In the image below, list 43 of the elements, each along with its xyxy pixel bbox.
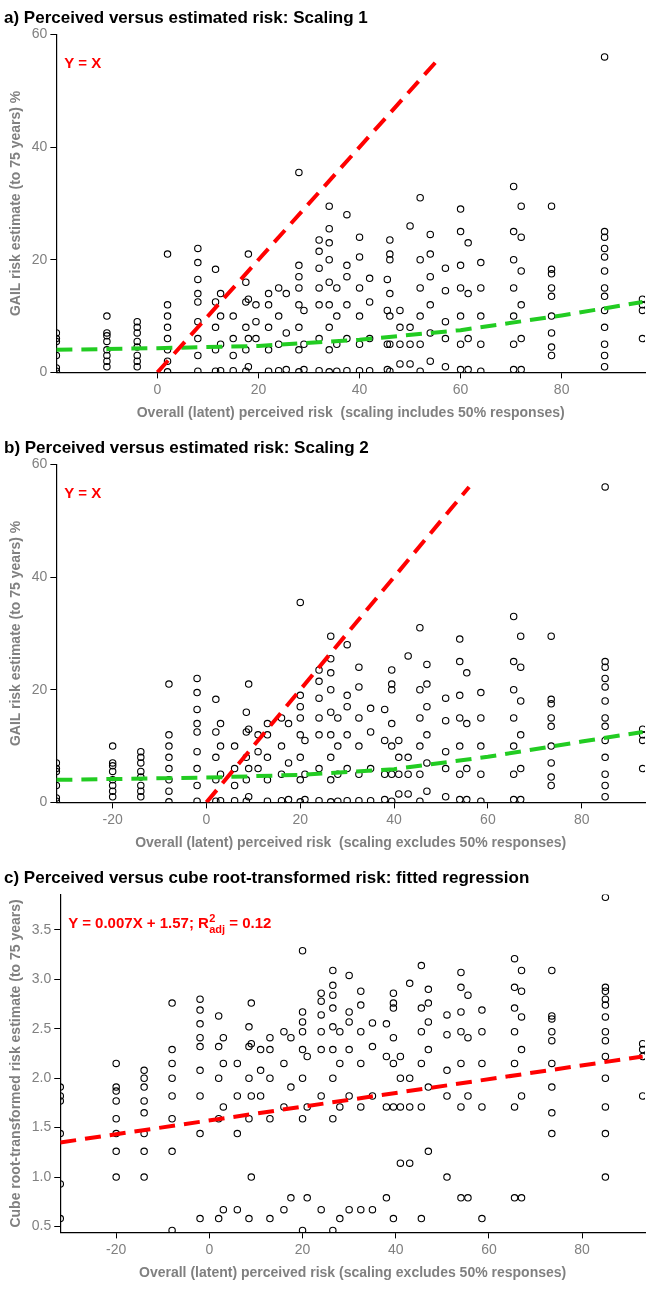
x-axis-title: Overall (latent) perceived risk (scaling excludes 50% responses) (135, 834, 567, 851)
chart-title: b) Perceived versus estimated risk: Scaling 2 (4, 437, 369, 457)
x-tick-label: 80 (553, 380, 570, 397)
x-axis-title: Overall (latent) perceived risk (scaling includes 50% responses) (136, 404, 565, 421)
y-tick-label: 0 (39, 363, 48, 380)
x-axis-title: Overall (latent) perceived risk (scaling excludes 50% responses) (139, 1264, 567, 1281)
y-tick-label: 60 (31, 25, 48, 42)
y-tick-label: 2.0 (31, 1069, 52, 1086)
y-tick-label: 60 (31, 455, 48, 472)
x-tick-label: 60 (480, 810, 496, 827)
x-tick-label: 20 (294, 1240, 311, 1257)
x-tick-label: 20 (250, 380, 267, 397)
x-tick-label: 40 (386, 810, 403, 827)
x-tick-label: -20 (102, 810, 123, 827)
y-tick-label: 3.5 (31, 920, 52, 937)
x-tick-label: 60 (452, 380, 469, 397)
x-tick-label: 80 (573, 810, 590, 827)
chart-title: a) Perceived versus estimated risk: Scaling 1 (4, 7, 368, 27)
y-tick-label: 40 (31, 137, 48, 154)
y-tick-label: 2.5 (31, 1019, 52, 1036)
y-tick-label: 0.5 (31, 1217, 52, 1234)
x-tick-label: 40 (387, 1240, 404, 1257)
y-tick-label: 3.0 (31, 970, 52, 987)
y-tick-label: 1.0 (31, 1167, 52, 1184)
y-tick-label: 20 (31, 250, 48, 267)
x-tick-label: -20 (106, 1240, 127, 1257)
y-tick-label: 40 (31, 567, 48, 584)
annotation: Y = X (64, 484, 102, 502)
x-tick-label: 60 (481, 1240, 497, 1257)
x-tick-label: 0 (202, 810, 211, 827)
x-tick-label: 20 (292, 810, 309, 827)
x-tick-label: 0 (153, 380, 162, 397)
x-tick-label: 40 (351, 380, 368, 397)
y-axis-title: GAIL risk estimate (to 75 years) % (7, 520, 24, 747)
y-tick-label: 20 (31, 680, 48, 697)
y-axis-title: GAIL risk estimate (to 75 years) % (7, 90, 24, 317)
x-tick-label: 80 (574, 1240, 591, 1257)
y-tick-label: 0 (39, 793, 48, 810)
y-tick-label: 1.5 (31, 1118, 52, 1135)
y-axis-title: Cube root-transformed risk estimate (to 75 years) (7, 899, 24, 1228)
annotation: Y = X (64, 54, 102, 72)
chart-title: c) Perceived versus cube root-transformed risk: fitted regression (4, 867, 530, 887)
x-tick-label: 0 (205, 1240, 214, 1257)
